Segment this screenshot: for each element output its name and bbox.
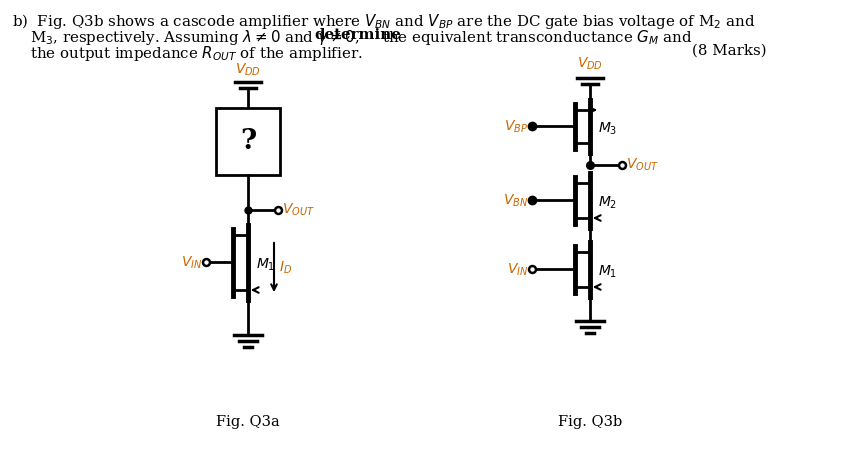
Text: Fig. Q3a: Fig. Q3a	[216, 415, 279, 429]
Text: $M_1$: $M_1$	[598, 263, 616, 280]
Text: $V_{OUT}$: $V_{OUT}$	[625, 157, 658, 173]
Text: determine: determine	[314, 28, 400, 42]
Text: $M_2$: $M_2$	[598, 194, 616, 211]
Text: b)  Fig. Q3b shows a cascode amplifier where $V_{BN}$ and $V_{BP}$ are the DC ga: b) Fig. Q3b shows a cascode amplifier wh…	[12, 12, 755, 31]
Text: ?: ?	[240, 128, 256, 155]
Text: the output impedance $R_{OUT}$ of the amplifier.: the output impedance $R_{OUT}$ of the am…	[30, 44, 362, 63]
Text: M$_3$, respectively. Assuming $\lambda \neq 0$ and $\gamma \neq 0$,: M$_3$, respectively. Assuming $\lambda \…	[30, 28, 360, 47]
Text: $V_{BN}$: $V_{BN}$	[502, 193, 528, 209]
Text: $M_1$: $M_1$	[256, 256, 275, 272]
Text: $M_3$: $M_3$	[598, 120, 617, 137]
Text: $V_{DD}$: $V_{DD}$	[576, 56, 603, 72]
Text: $V_{IN}$: $V_{IN}$	[181, 254, 202, 271]
Text: the equivalent transconductance $G_M$ and: the equivalent transconductance $G_M$ an…	[381, 28, 691, 47]
Bar	[216, 108, 279, 175]
Text: Fig. Q3b: Fig. Q3b	[557, 415, 621, 429]
Text: $V_{DD}$: $V_{DD}$	[235, 61, 261, 78]
Text: (8 Marks): (8 Marks)	[691, 44, 766, 58]
Text: $V_{OUT}$: $V_{OUT}$	[282, 202, 315, 218]
Text: $I_D$: $I_D$	[279, 259, 292, 276]
Text: $V_{IN}$: $V_{IN}$	[506, 261, 528, 278]
Text: $V_{BP}$: $V_{BP}$	[503, 118, 528, 135]
